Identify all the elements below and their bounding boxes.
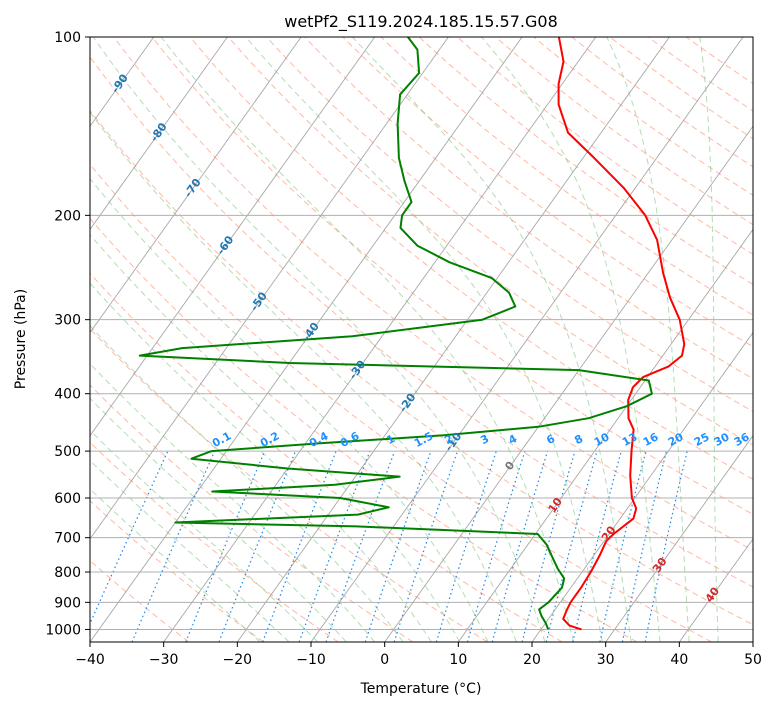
y-tick-label: 800 [54, 565, 81, 581]
x-tick-label: 10 [449, 652, 467, 668]
moist-adiabat-line [90, 234, 461, 642]
mixing-ratio-label: 30 [712, 430, 732, 449]
moist-adiabat-line [90, 459, 290, 642]
dry-adiabat-line [90, 384, 414, 642]
y-tick-label: 400 [54, 387, 81, 403]
y-tick-label: 1000 [45, 622, 81, 638]
chart-title: wetPf2_S119.2024.185.15.57.G08 [284, 12, 558, 32]
isotherm-line [605, 434, 753, 642]
moist-adiabat-line [699, 37, 719, 642]
dry-adiabat-line [380, 37, 753, 316]
moist-adiabat-line [90, 488, 261, 642]
isotherm-line [236, 37, 670, 642]
dry-adiabat-line [90, 217, 638, 642]
mixing-ratio-line [521, 450, 576, 642]
plot-frame [89, 36, 754, 643]
moist-adiabat-line [90, 177, 489, 642]
plot-area: -100-90-80-70-60-50-40-30-20-10010203040… [90, 37, 753, 642]
x-tick-label: 30 [597, 652, 615, 668]
x-tick-label: 50 [744, 652, 762, 668]
dry-adiabat-line [228, 37, 753, 446]
isotherm-line [90, 37, 449, 540]
dry-adiabat-line [90, 328, 488, 642]
isotherm-line [90, 37, 228, 231]
mixing-ratio-label: 13 [620, 430, 640, 449]
moist-adiabat-line [90, 429, 319, 642]
moist-adiabat-line [160, 37, 575, 642]
isotherm-line [163, 37, 597, 642]
y-tick-label: 200 [54, 208, 81, 224]
isotherm-grid [90, 37, 753, 642]
isotherm-line [457, 228, 753, 642]
mixing-ratio-line [599, 450, 647, 642]
y-tick-label: 100 [54, 30, 81, 46]
mixing-ratio-label: 25 [692, 430, 712, 449]
dewpoint-line [138, 37, 653, 630]
x-axis-title: Temperature (°C) [360, 681, 482, 697]
x-tick-label: −30 [149, 652, 179, 668]
mixing-ratio-label: 36 [732, 430, 752, 449]
moist-adiabat-line [352, 37, 632, 642]
mixing-ratio-lines [90, 450, 688, 642]
isotherm-line [90, 37, 302, 334]
y-tick-label: 500 [54, 444, 81, 460]
moist-adiabat-line [90, 324, 404, 642]
mixing-ratio-line [131, 450, 216, 642]
x-tick-label: −40 [75, 652, 105, 668]
dry-adiabat-line [304, 37, 753, 380]
x-tick-label: 40 [670, 652, 688, 668]
y-axis-title: Pressure (hPa) [13, 289, 29, 389]
dry-adiabat-line [90, 500, 264, 642]
pressure-grid [90, 37, 753, 630]
y-axis-ticks: 100 200 300 400 500 600 700 800 900 1000 [45, 30, 90, 638]
moist-adiabat-line [481, 37, 661, 642]
y-tick-label: 600 [54, 491, 81, 507]
dry-adiabat-line [90, 163, 712, 642]
moist-adiabat-line [90, 397, 347, 642]
moist-adiabat-line [92, 37, 546, 642]
mixing-ratio-line [90, 450, 169, 626]
mixing-ratio-line [572, 450, 622, 642]
isotherm-line [678, 538, 753, 642]
isotherm-line [384, 125, 753, 642]
y-tick-label: 700 [54, 531, 81, 547]
mixing-ratio-label: 16 [641, 430, 661, 449]
y-tick-label: 900 [54, 595, 81, 611]
mixing-ratio-line [218, 450, 297, 642]
mixing-ratio-line [435, 450, 497, 642]
isotherm-line [90, 37, 376, 437]
dry-adiabat-line [533, 37, 753, 196]
mixing-ratio-label: 20 [666, 430, 686, 449]
sounding-series [138, 37, 686, 631]
mixing-ratio-label: 10 [592, 430, 612, 449]
moist-adiabat-line [245, 37, 603, 642]
mixing-ratio-line [621, 450, 668, 642]
mixing-ratio-line [466, 450, 526, 642]
x-tick-label: −20 [223, 652, 253, 668]
temperature-line [557, 37, 686, 631]
x-tick-label: 0 [380, 652, 389, 668]
mixing-ratio-line [491, 450, 549, 642]
x-tick-label: 20 [523, 652, 541, 668]
isotherm-line [531, 331, 753, 642]
dry-adiabat-line [266, 37, 753, 413]
mixing-ratio-line [185, 450, 266, 642]
y-tick-label: 300 [54, 313, 81, 329]
dry-adiabat-line [609, 37, 753, 140]
mixing-ratio-line [644, 450, 688, 642]
isotherm-line [310, 37, 744, 642]
dry-adiabat-line [113, 37, 753, 551]
mixing-ratio-line [393, 450, 459, 642]
x-tick-label: −10 [296, 652, 326, 668]
dry-adiabat-line [90, 56, 753, 588]
dry-adiabat-line [342, 37, 753, 348]
moist-adiabat-line [90, 111, 517, 642]
x-axis-ticks: −40 −30 −20 −10 0 10 20 30 40 50 [75, 642, 762, 668]
